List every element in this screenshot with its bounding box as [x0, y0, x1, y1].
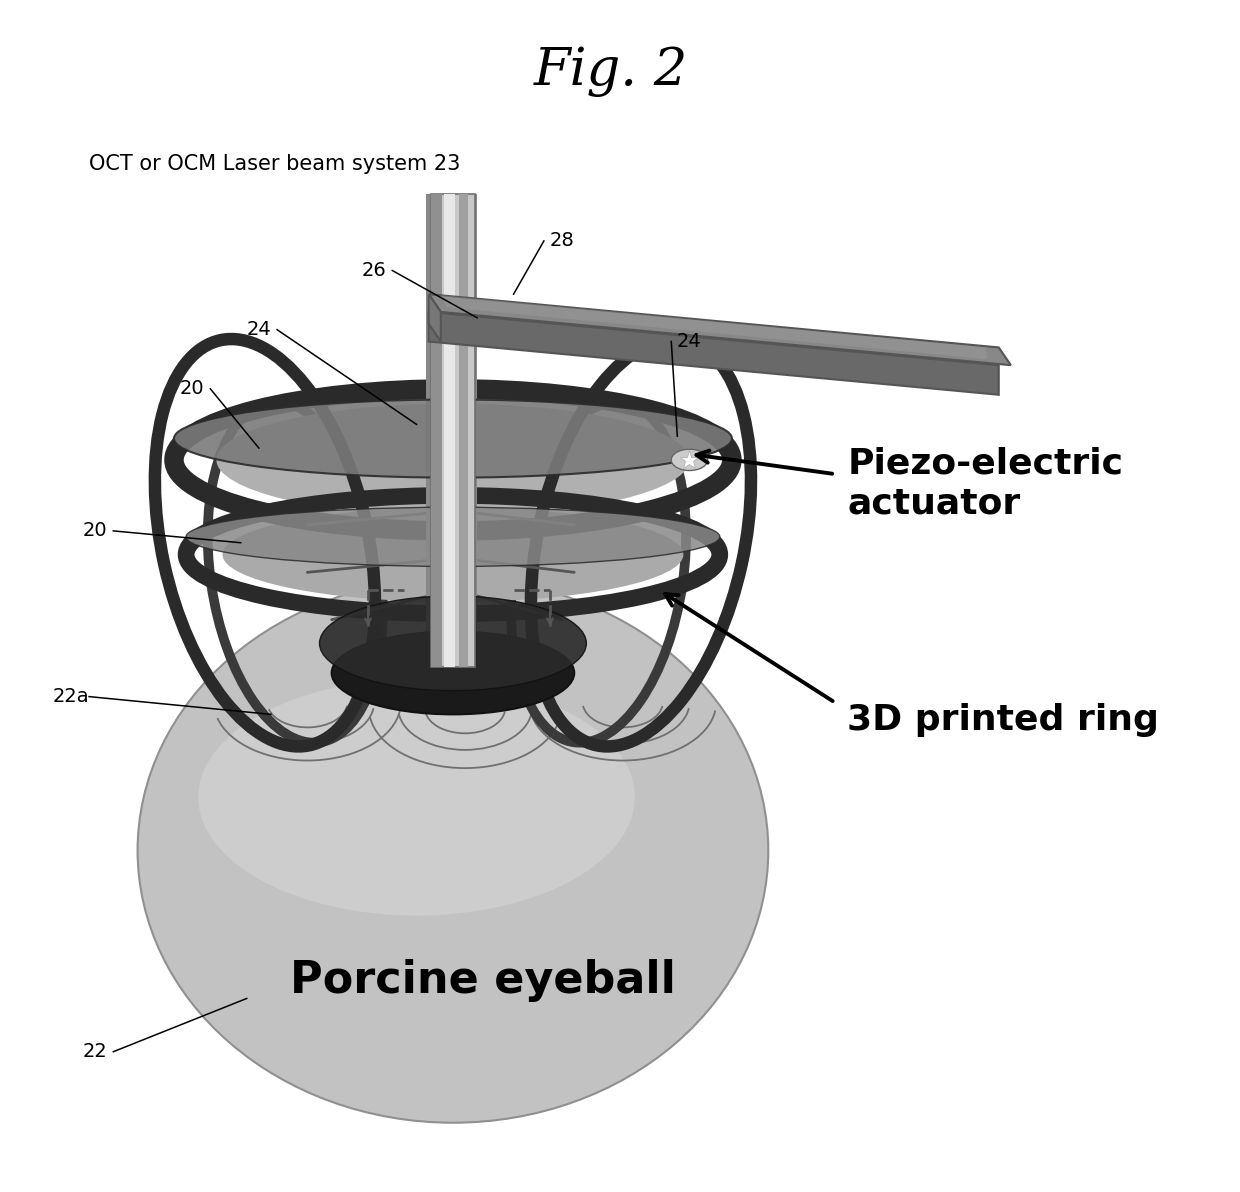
Ellipse shape [138, 578, 769, 1123]
Bar [444, 193, 455, 668]
Polygon shape [440, 296, 987, 359]
Text: 24: 24 [247, 321, 272, 340]
Text: Fig. 2: Fig. 2 [533, 45, 688, 97]
Polygon shape [429, 312, 998, 395]
Text: Piezo-electric
actuator: Piezo-electric actuator [847, 447, 1123, 520]
Ellipse shape [671, 449, 708, 471]
Ellipse shape [186, 508, 719, 566]
Text: 26: 26 [362, 261, 387, 280]
Bar [432, 193, 441, 668]
Ellipse shape [198, 679, 635, 915]
Bar [460, 193, 469, 668]
Text: Porcine eyeball: Porcine eyeball [290, 960, 676, 1002]
Text: 28: 28 [549, 231, 574, 250]
Ellipse shape [320, 596, 587, 690]
Text: 24: 24 [677, 333, 702, 350]
Ellipse shape [222, 508, 683, 602]
Bar [432, 193, 475, 668]
Ellipse shape [331, 632, 574, 714]
Polygon shape [429, 294, 1011, 365]
Text: 20: 20 [180, 379, 205, 398]
Text: 22: 22 [83, 1042, 108, 1061]
Ellipse shape [217, 404, 689, 516]
Bar [427, 193, 477, 668]
Text: 22a: 22a [52, 687, 89, 706]
Polygon shape [429, 294, 440, 342]
Text: OCT or OCM Laser beam system 23: OCT or OCM Laser beam system 23 [89, 154, 460, 174]
Ellipse shape [174, 399, 732, 478]
Text: 3D printed ring: 3D printed ring [847, 703, 1159, 738]
Text: 20: 20 [83, 521, 108, 540]
